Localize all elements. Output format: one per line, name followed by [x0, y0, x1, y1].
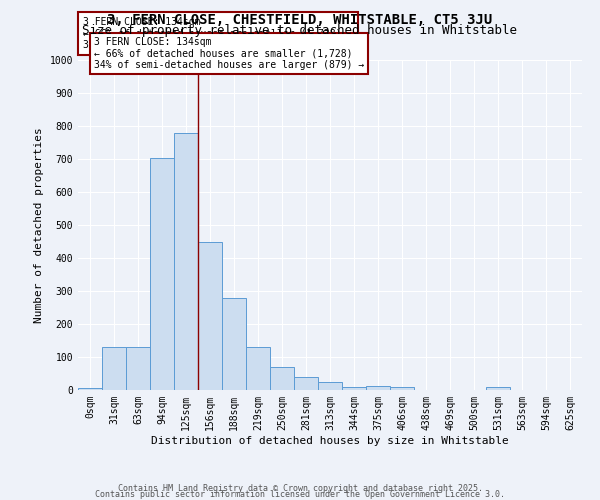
- Bar: [102, 347, 126, 390]
- Bar: [366, 386, 390, 390]
- Bar: [342, 386, 366, 390]
- Bar: [150, 158, 174, 390]
- X-axis label: Distribution of detached houses by size in Whitstable: Distribution of detached houses by size …: [151, 436, 509, 446]
- Bar: [294, 378, 318, 390]
- Bar: [222, 298, 246, 390]
- Bar: [246, 347, 270, 390]
- Y-axis label: Number of detached properties: Number of detached properties: [34, 127, 44, 323]
- Bar: [318, 382, 342, 390]
- Text: 3, FERN CLOSE, CHESTFIELD, WHITSTABLE, CT5 3JU: 3, FERN CLOSE, CHESTFIELD, WHITSTABLE, C…: [107, 12, 493, 26]
- Bar: [270, 367, 294, 390]
- Text: Contains HM Land Registry data © Crown copyright and database right 2025.: Contains HM Land Registry data © Crown c…: [118, 484, 482, 493]
- Bar: [390, 386, 414, 390]
- Text: Contains public sector information licensed under the Open Government Licence 3.: Contains public sector information licen…: [95, 490, 505, 499]
- Text: Size of property relative to detached houses in Whitstable: Size of property relative to detached ho…: [83, 24, 517, 37]
- Bar: [486, 388, 510, 390]
- Text: 3 FERN CLOSE: 134sqm
← 66% of detached houses are smaller (1,728)
34% of semi-de: 3 FERN CLOSE: 134sqm ← 66% of detached h…: [94, 36, 364, 70]
- Bar: [126, 347, 150, 390]
- Bar: [78, 388, 102, 390]
- Bar: [174, 132, 198, 390]
- Text: 3 FERN CLOSE: 134sqm
← 66% of detached houses are smaller (1,728)
34% of semi-de: 3 FERN CLOSE: 134sqm ← 66% of detached h…: [83, 17, 353, 50]
- Bar: [198, 242, 222, 390]
